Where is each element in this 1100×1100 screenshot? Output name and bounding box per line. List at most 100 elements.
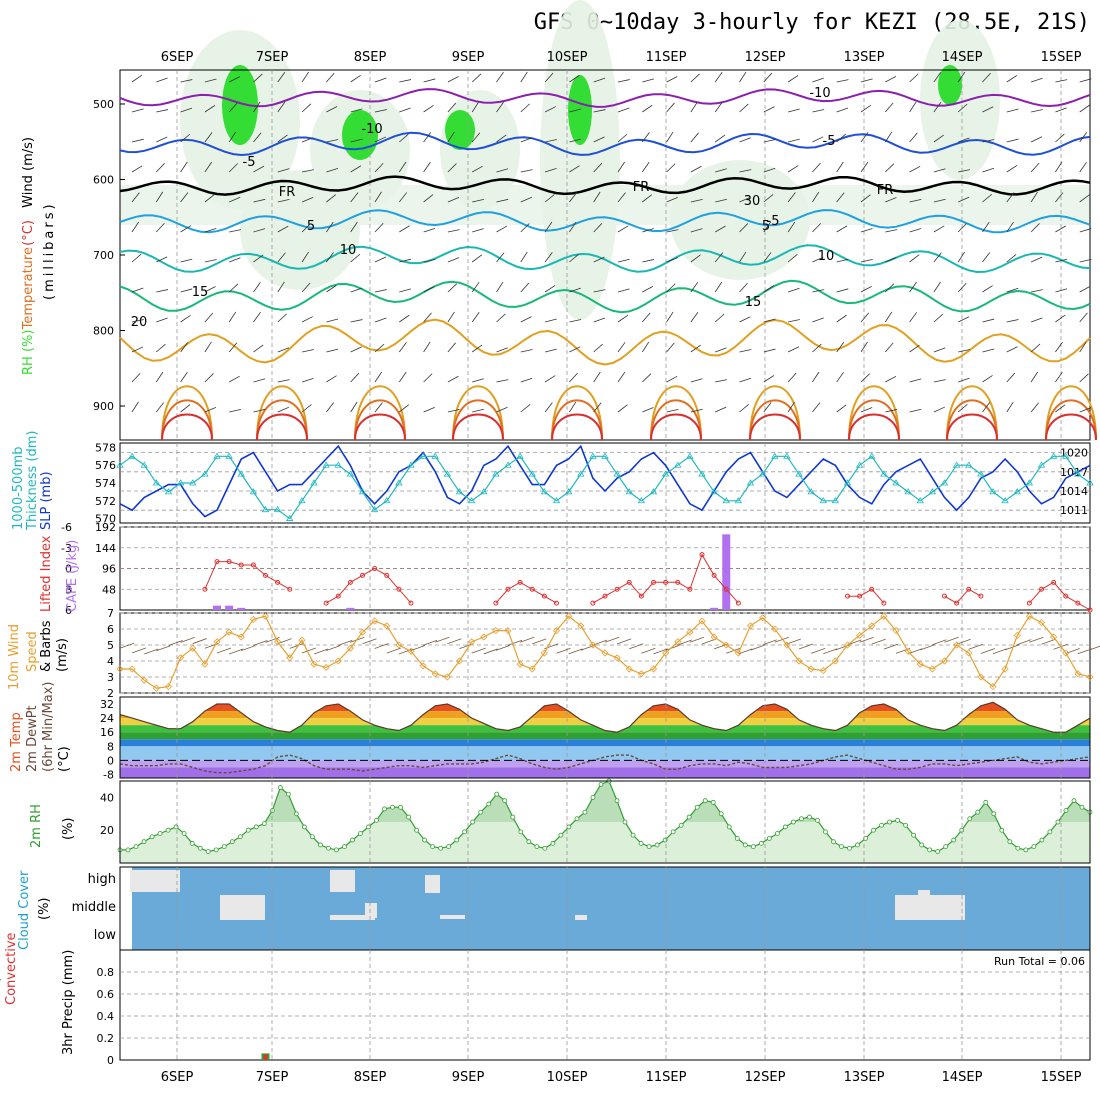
wind-barb <box>569 401 577 413</box>
temp-ylabel-part: (6hr Min/Max) <box>41 682 56 772</box>
panel2-ylabel: 1000-500mb <box>11 446 26 530</box>
thickness-point <box>698 470 706 477</box>
lifted-index-point <box>942 593 947 599</box>
thickness-point <box>346 470 355 477</box>
thickness-line <box>119 455 1091 520</box>
wind-barb <box>1006 138 1019 143</box>
rh-point <box>366 824 371 830</box>
rh-point <box>774 831 780 836</box>
rh-point <box>630 832 636 838</box>
wind-speed-point <box>843 641 852 649</box>
cape-ylabel: Lifted Index CAPE (J/kg) <box>39 535 80 612</box>
wind-barb <box>155 371 164 383</box>
wind-speed-point <box>177 654 185 662</box>
isotherm-label: -10 <box>809 86 830 101</box>
wind-barb <box>593 109 606 113</box>
thickness-point <box>843 479 852 486</box>
wind-barb <box>1079 285 1091 293</box>
wind-barb <box>593 371 601 383</box>
boundary-layer-isotherm <box>650 399 702 441</box>
lifted-index-point <box>408 600 414 606</box>
thickness-point <box>322 461 330 468</box>
wind-barb-10m <box>168 640 183 646</box>
isotherm-label: -5 <box>243 155 256 170</box>
wind-barb <box>472 378 484 383</box>
isotherm-FR <box>119 175 1091 196</box>
wind-barb <box>982 106 994 113</box>
wind-barb <box>544 167 557 173</box>
wind-barb <box>180 342 189 353</box>
wind-tick-label: 5 <box>107 639 114 652</box>
thickness-point <box>358 488 367 495</box>
wind-barb <box>1055 192 1064 203</box>
thickness-point <box>1062 452 1070 459</box>
wind-barb <box>399 288 411 293</box>
thickness-point <box>831 497 840 504</box>
wind-barb <box>471 312 480 323</box>
wind-barb <box>520 71 528 83</box>
lifted-index-point <box>505 586 511 592</box>
rh-point <box>358 831 363 836</box>
wind-barb <box>229 257 241 263</box>
wind-barb <box>1030 77 1043 83</box>
wind-barb <box>399 79 412 83</box>
wind-barb <box>496 198 509 203</box>
wind-barb <box>763 221 771 233</box>
wind-barb <box>374 317 387 323</box>
wind-barb <box>204 78 217 83</box>
rh-point <box>229 839 235 845</box>
wind-barb <box>520 316 532 323</box>
wind-barb <box>423 341 431 353</box>
wind-barb <box>957 251 966 263</box>
wind-barb <box>326 285 337 293</box>
temp-ylabel-part: (°C) <box>57 746 72 772</box>
wind-barb <box>471 344 483 353</box>
temp-ylabel-part: 2m Temp <box>9 712 24 772</box>
date-label-bottom: 15SEP <box>1041 1070 1082 1085</box>
wind-barb <box>690 312 699 323</box>
lifted-index-point <box>347 579 353 585</box>
rh-point <box>815 817 820 823</box>
wind-barb <box>253 73 263 83</box>
wind-barb <box>714 225 726 233</box>
thickness-point <box>213 452 221 459</box>
wind-speed-point <box>734 649 742 657</box>
wind-speed-point <box>698 617 706 625</box>
wind-barb <box>617 225 629 233</box>
wind-tick-label: 4 <box>107 655 114 668</box>
wind-barb <box>860 341 868 353</box>
wind-barb <box>301 377 314 383</box>
wind-barb <box>909 408 922 413</box>
temp-color-band <box>120 702 1090 712</box>
wind-barb <box>520 404 531 413</box>
wind-barb <box>641 341 650 353</box>
rh-point <box>863 836 868 841</box>
wind-barb <box>301 137 314 143</box>
rh-point <box>550 840 556 846</box>
isotherm-label: 5 <box>762 219 770 234</box>
wind-barb <box>982 285 993 293</box>
wind-speed-point <box>916 660 924 668</box>
rh-point <box>991 811 997 817</box>
wind-barb <box>545 139 557 143</box>
rh-point <box>750 844 756 849</box>
wind-barb <box>593 162 603 173</box>
isotherm-label: -5 <box>767 214 780 229</box>
wind-barb <box>812 317 824 323</box>
rh-point <box>374 817 379 823</box>
wind-barb <box>350 287 363 293</box>
rh-point <box>582 809 588 815</box>
wind-barb <box>131 319 144 323</box>
wind-barb <box>447 102 457 113</box>
wind-barb <box>520 282 530 293</box>
precip-panel-frame <box>119 949 1091 1061</box>
wind-barb <box>617 342 626 353</box>
lifted-index-point <box>529 586 535 592</box>
wind-speed-point <box>601 649 609 657</box>
date-label-top: 14SEP <box>942 50 983 65</box>
wind-barb-10m <box>653 648 668 655</box>
wind-barb <box>229 375 240 383</box>
wind-barb <box>277 101 286 113</box>
wind-barb <box>617 404 628 413</box>
rh-tick-label: 40 <box>100 791 114 804</box>
